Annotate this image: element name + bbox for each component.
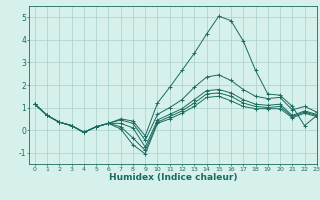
X-axis label: Humidex (Indice chaleur): Humidex (Indice chaleur) [108, 173, 237, 182]
